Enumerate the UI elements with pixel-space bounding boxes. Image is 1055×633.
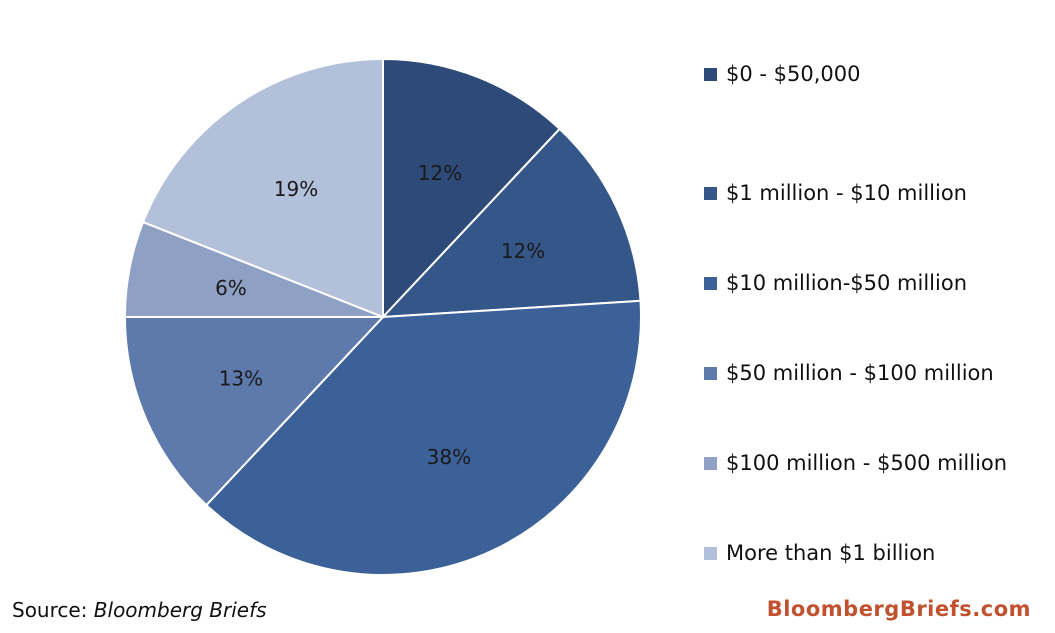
- slice-data-label: 6%: [215, 276, 247, 300]
- legend-label: $10 million-$50 million: [726, 271, 967, 295]
- legend-swatch: [704, 546, 717, 560]
- legend-swatch: [704, 456, 717, 470]
- legend-label: $100 million - $500 million: [726, 451, 1008, 475]
- legend-label: More than $1 billion: [726, 541, 936, 565]
- source-prefix: Source:: [12, 598, 94, 622]
- legend-swatch: [704, 67, 717, 81]
- slice-data-label: 13%: [219, 366, 263, 390]
- pie-slice: [141, 57, 384, 319]
- slice-data-label: 19%: [274, 177, 318, 201]
- legend-item: More than $1 billion: [704, 508, 1007, 598]
- pie-slice: [204, 299, 642, 576]
- source-name: Bloomberg Briefs: [93, 598, 267, 622]
- pie-slice: [380, 127, 642, 319]
- legend-item: $10 million-$50 million: [704, 238, 1007, 328]
- slice-data-label: 12%: [418, 161, 462, 185]
- legend-item: $100 million - $500 million: [704, 418, 1007, 508]
- brand-logo-text: BloombergBriefs.com: [766, 597, 1031, 621]
- legend-item: $1 million - $10 million: [704, 148, 1007, 238]
- legend-swatch: [704, 366, 717, 380]
- legend-swatch: [704, 276, 717, 290]
- legend-item: $0 - $50,000: [704, 58, 1007, 90]
- legend-label: $1 million - $10 million: [726, 181, 967, 205]
- slice-data-label: 12%: [501, 239, 545, 263]
- pie-slice: [382, 57, 562, 320]
- pie-slice: [123, 316, 386, 507]
- slice-data-label: 38%: [427, 445, 471, 469]
- legend-item: $50 million - $100 million: [704, 328, 1007, 418]
- legend-swatch: [704, 186, 717, 200]
- source-note: Source: Bloomberg Briefs: [12, 598, 267, 622]
- chart-legend: $0 - $50,000 $1 million - $10 million $10 …: [704, 58, 1007, 598]
- legend-label: $0 - $50,000: [726, 62, 861, 86]
- legend-label: $50 million - $100 million: [726, 361, 994, 385]
